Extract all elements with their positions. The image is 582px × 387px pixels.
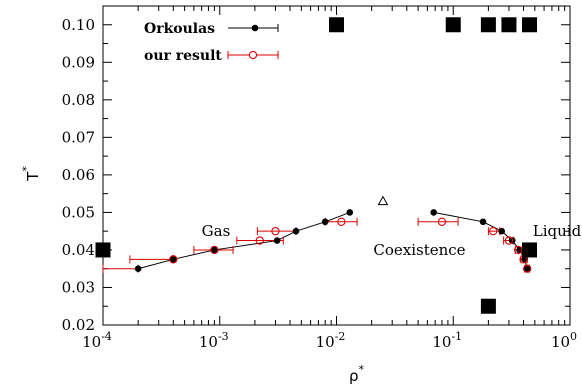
y-tick-label: 0.10 <box>62 16 95 34</box>
x-axis-title: ρ* <box>349 363 365 385</box>
critical-point-triangle <box>377 195 389 206</box>
legend-marker-our-result <box>248 50 258 60</box>
legend-label-our-result: our result <box>144 48 222 64</box>
x-tick-label: 10-1 <box>432 330 462 351</box>
orkoulas-point <box>430 209 437 216</box>
x-tick-label: 100 <box>551 330 577 351</box>
x-tick-label: 10-2 <box>316 330 346 351</box>
orkoulas-point <box>169 256 177 263</box>
square-marker <box>95 242 111 258</box>
square-marker <box>522 17 538 33</box>
orkoulas-point <box>321 218 329 226</box>
orkoulas-point <box>292 227 300 235</box>
orkoulas-point <box>211 246 218 254</box>
our-result-point <box>169 255 178 264</box>
square-marker <box>480 298 496 314</box>
our-result-point <box>337 217 346 226</box>
orkoulas-point <box>523 265 531 273</box>
y-axis-title: T* <box>20 166 42 182</box>
y-tick-label: 0.03 <box>62 278 95 296</box>
square-marker <box>501 17 517 33</box>
y-tick-label: 0.06 <box>62 166 95 184</box>
x-tick-label: 10-4 <box>82 330 112 351</box>
y-tick-label: 0.04 <box>62 241 95 259</box>
legend-marker-orkoulas <box>251 24 259 32</box>
orkoulas-point <box>479 218 487 226</box>
square-marker <box>445 17 461 33</box>
x-tick-label: 10-3 <box>199 330 229 351</box>
y-tick-label: 0.08 <box>62 91 95 109</box>
our-result-point <box>437 217 447 226</box>
y-tick-label: 0.02 <box>62 316 95 334</box>
y-tick-label: 0.09 <box>62 53 95 71</box>
data-marks <box>102 195 532 273</box>
orkoulas-point <box>134 265 142 273</box>
ticks: 10-4 10-3 10-2 10-1 100 0.02 0.03 0.04 0.05 0.06 0… <box>62 6 577 351</box>
annotation-coexistence: Coexistence <box>373 241 465 259</box>
square-marker <box>480 17 496 33</box>
our-result-point <box>514 245 523 255</box>
square-marker <box>329 17 344 33</box>
axes: ρ* T* <box>20 5 571 385</box>
annotation-liquid: Liquid <box>533 222 582 240</box>
orkoulas-point <box>273 237 281 244</box>
annotations: Gas Coexistence Liquid <box>202 222 582 259</box>
our-result-point <box>523 264 532 273</box>
our-result-point <box>210 245 219 255</box>
our-result-point <box>271 227 280 236</box>
our-result-point <box>255 236 264 245</box>
legend: Orkoulas our result <box>144 21 279 64</box>
legend-label-orkoulas: Orkoulas <box>144 21 215 37</box>
our-result-point <box>504 236 514 245</box>
our-result-point <box>489 227 498 236</box>
orkoulas-point <box>346 209 354 216</box>
orkoulas-point <box>498 227 505 235</box>
square-markers <box>95 17 538 314</box>
y-tick-label: 0.05 <box>62 203 95 221</box>
y-tick-label: 0.07 <box>62 128 95 146</box>
square-marker <box>522 242 538 258</box>
annotation-gas: Gas <box>202 222 231 240</box>
